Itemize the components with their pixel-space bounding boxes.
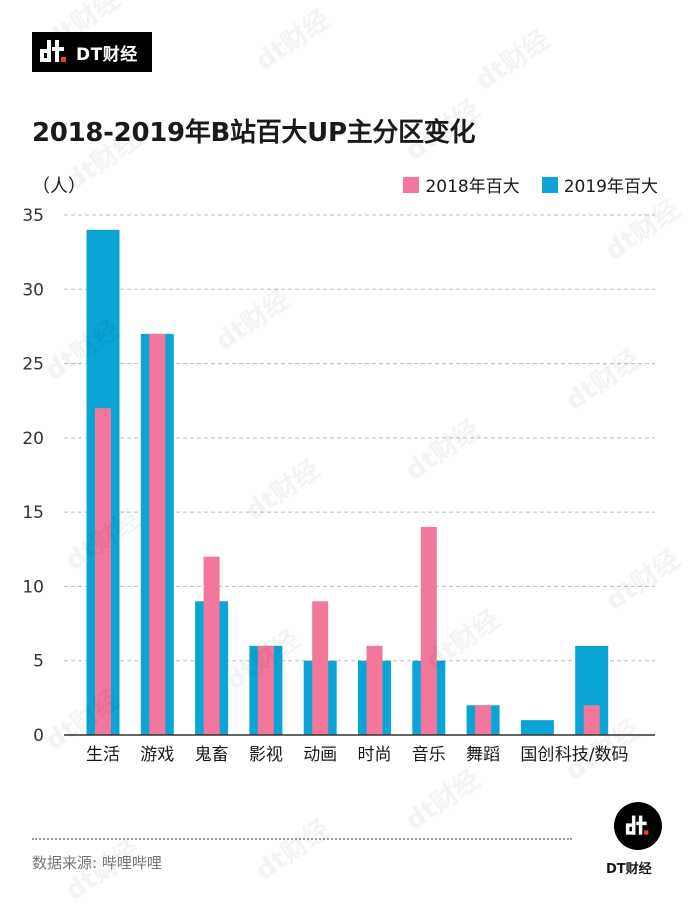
legend: 2018年百大 2019年百大 — [381, 172, 658, 197]
bar-2018 — [312, 601, 329, 735]
legend-swatch-2019 — [541, 176, 558, 193]
watermark: dt财经 — [247, 810, 336, 888]
y-tick-label: 5 — [33, 652, 44, 672]
footer-divider — [32, 838, 572, 840]
legend-label-2018: 2018年百大 — [425, 177, 520, 197]
bar-2018 — [475, 705, 492, 735]
x-tick-label: 国创 — [520, 745, 554, 765]
legend-item-2019: 2019年百大 — [541, 172, 658, 197]
y-tick-label: 15 — [22, 503, 44, 523]
dt-logo-icon — [625, 815, 649, 835]
y-tick-label: 0 — [33, 726, 44, 746]
bar-2018 — [95, 408, 111, 735]
y-axis-unit: （人） — [32, 176, 86, 197]
y-tick-label: 20 — [22, 429, 44, 449]
x-tick-label: 科技/数码 — [555, 745, 629, 765]
bar-2018 — [366, 645, 383, 735]
data-source: 数据来源: 哔哩哔哩 — [32, 854, 162, 872]
bar-2018 — [149, 333, 166, 735]
x-tick-label: 舞蹈 — [466, 745, 500, 765]
legend-swatch-2018 — [403, 176, 420, 193]
x-tick-label: 影视 — [249, 745, 283, 765]
x-tick-label: 音乐 — [412, 745, 446, 765]
legend-item-2018: 2018年百大 — [403, 172, 520, 197]
legend-label-2019: 2019年百大 — [563, 177, 658, 197]
brand-name: DT财经 — [76, 44, 138, 65]
x-tick-label: 动画 — [303, 745, 337, 765]
dt-logo-icon — [40, 40, 66, 62]
chart-title: 2018-2019年B站百大UP主分区变化 — [32, 118, 476, 148]
bar-2019 — [520, 720, 554, 735]
watermark: dt财经 — [247, 0, 336, 77]
y-tick-label: 30 — [22, 280, 44, 300]
bar-2018 — [583, 705, 600, 735]
y-tick-label: 25 — [22, 355, 44, 375]
y-tick-label: 35 — [22, 206, 44, 226]
watermark: dt财经 — [467, 20, 556, 98]
y-tick-label: 10 — [22, 577, 44, 597]
x-tick-label: 生活 — [86, 745, 120, 765]
logo-label: DT财经 — [606, 862, 652, 877]
x-tick-label: 鬼畜 — [195, 745, 229, 765]
dt-logo-circle — [614, 802, 662, 850]
bar-2018 — [203, 556, 220, 735]
bar-2018 — [420, 527, 437, 735]
bar-chart: 0 5 10 15 20 25 30 35 生活 游戏 鬼畜 影视 动画 时尚 音乐 舞蹈 国创 科技/数码 — [22, 206, 655, 765]
x-tick-label: 时尚 — [358, 745, 392, 765]
bar-2018 — [257, 645, 274, 735]
x-tick-label: 游戏 — [140, 745, 174, 765]
brand-badge: DT财经 — [32, 32, 152, 72]
